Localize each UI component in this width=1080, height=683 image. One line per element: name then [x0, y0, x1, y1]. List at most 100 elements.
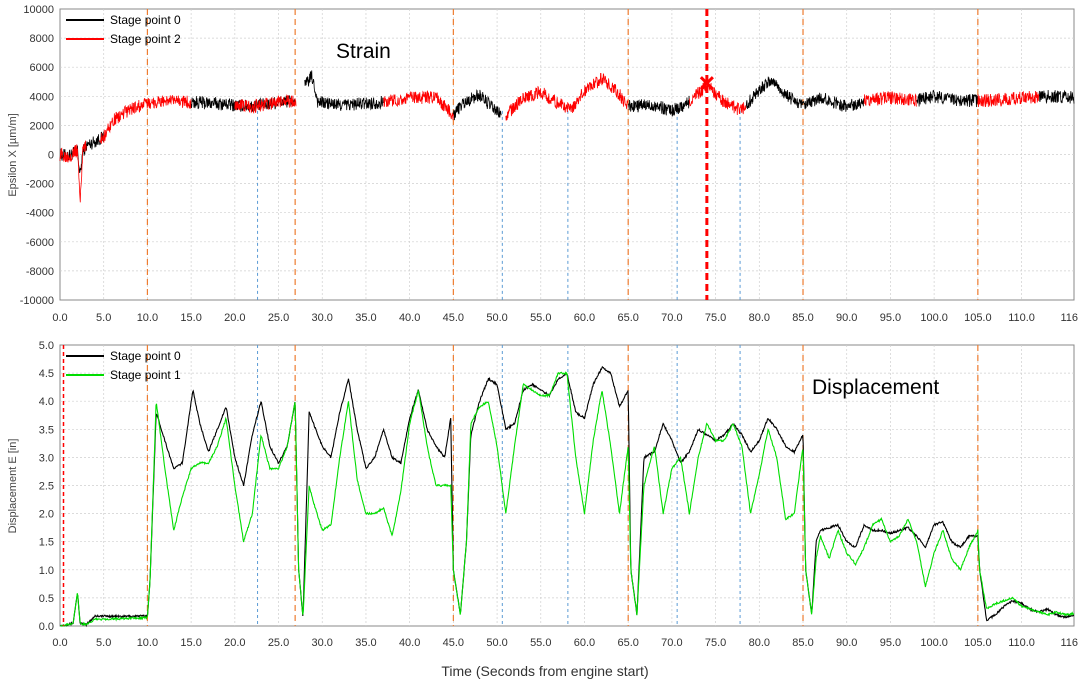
x-tick-label: 45.0 [443, 637, 464, 649]
x-tick-label: 75.0 [705, 312, 726, 324]
series-line-stage-point-2 [863, 90, 917, 107]
x-tick-label: 80.0 [749, 637, 770, 649]
displacement-chart-title: Displacement [812, 376, 939, 399]
strain-annotations [699, 9, 714, 300]
y-tick-label: 1.5 [39, 537, 54, 549]
strain-gridlines [60, 9, 1074, 300]
x-tick-label: 35.0 [355, 637, 376, 649]
x-tick-label: 40.0 [399, 637, 420, 649]
displacement-x-tick-labels: 0.0 5.0 10.0 15.0 20.0 25.0 30.0 35.0 40.0 45.0 50… [52, 637, 1078, 649]
series-line-stage-point-0 [627, 95, 690, 117]
y-tick-label: 1.0 [39, 565, 54, 577]
x-tick-label: 70.0 [661, 637, 682, 649]
x-tick-label: 105.0 [964, 312, 992, 324]
x-tick-label: 20.0 [224, 637, 245, 649]
displacement-y-tick-labels: 5.0 4.5 4.0 3.5 3.0 2.5 2.0 1.5 1.0 0.5 0.0 [39, 340, 54, 633]
x-tick-label: 5.0 [96, 637, 111, 649]
strain-x-tick-labels: 0.0 5.0 10.0 15.0 20.0 25.0 30.0 35.0 40.0 45.0 50… [52, 312, 1078, 324]
x-tick-label: 110.0 [1008, 637, 1035, 649]
x-axis-label: Time (Seconds from engine start) [441, 663, 648, 679]
strain-event-markers [146, 9, 979, 300]
series-line-stage-point-0 [452, 89, 502, 121]
y-tick-label: 2.5 [39, 481, 54, 493]
series-line-stage-point-2 [99, 95, 192, 144]
displacement-legend: Stage point 0 Stage point 1 [66, 349, 181, 382]
y-tick-label: 6000 [30, 62, 54, 74]
y-tick-label: -4000 [26, 208, 54, 220]
strain-series-lines [59, 70, 1075, 203]
x-tick-label: 0.0 [52, 637, 67, 649]
x-tick-label: 5.0 [96, 312, 111, 324]
x-tick-label: 105.0 [964, 637, 992, 649]
series-line-stage-point-0 [745, 76, 865, 112]
strain-chart-title: Strain [336, 40, 391, 63]
strain-panel: 10000 8000 6000 4000 2000 0 -2000 -4000 -6000 -80… [7, 4, 1078, 324]
y-tick-label: 8000 [30, 33, 54, 45]
y-tick-label: 3.0 [39, 452, 54, 464]
strain-legend: Stage point 0 Stage point 2 [66, 13, 181, 46]
y-tick-label: -8000 [26, 266, 54, 278]
y-tick-label: 0.0 [39, 621, 54, 633]
displacement-y-axis-label: Displacement E [in] [7, 439, 19, 534]
series-line-stage-point-2 [383, 90, 454, 121]
strain-y-tick-labels: 10000 8000 6000 4000 2000 0 -2000 -4000 -6000 -80… [20, 4, 54, 307]
x-tick-label: 116 [1060, 312, 1078, 324]
displacement-gridlines [60, 345, 1074, 626]
displacement-panel: 5.04.54.03.53.02.52.01.51.00.50.0 0.0 5.0… [7, 340, 1078, 649]
x-tick-label: 15.0 [180, 312, 201, 324]
y-tick-label: 5.0 [39, 340, 54, 352]
x-tick-label: 50.0 [486, 312, 507, 324]
x-tick-label: 90.0 [836, 312, 857, 324]
x-tick-label: 100.0 [920, 312, 948, 324]
displacement-series-lines [60, 365, 1075, 628]
x-tick-label: 25.0 [268, 637, 289, 649]
strain-y-axis-label: Epsilon X [µm/m] [7, 113, 19, 196]
x-tick-label: 90.0 [836, 637, 857, 649]
x-tick-label: 65.0 [617, 637, 638, 649]
x-tick-label: 55.0 [530, 637, 551, 649]
y-tick-label: 4.0 [39, 396, 54, 408]
series-line-stage-point-2 [688, 78, 747, 116]
y-tick-label: 10000 [23, 4, 54, 16]
x-tick-label: 80.0 [749, 312, 770, 324]
x-tick-label: 75.0 [705, 637, 726, 649]
x-tick-label: 50.0 [486, 637, 507, 649]
y-tick-label: -6000 [26, 237, 54, 249]
x-tick-label: 25.0 [268, 312, 289, 324]
y-tick-label: -2000 [26, 179, 54, 191]
x-tick-label: 95.0 [880, 312, 901, 324]
x-tick-label: 45.0 [443, 312, 464, 324]
y-tick-label: 2000 [30, 120, 54, 132]
x-tick-label: 70.0 [661, 312, 682, 324]
legend-entry-label: Stage point 1 [110, 368, 181, 382]
y-tick-label: 3.5 [39, 424, 54, 436]
y-tick-label: 2.0 [39, 509, 54, 521]
x-tick-label: 100.0 [920, 637, 948, 649]
legend-entry-label: Stage point 2 [110, 32, 181, 46]
series-line-stage-point-1 [60, 371, 1075, 627]
series-line-stage-point-0 [304, 70, 384, 111]
legend-entry-label: Stage point 0 [110, 349, 181, 363]
x-tick-label: 65.0 [617, 312, 638, 324]
x-tick-label: 30.0 [312, 312, 333, 324]
x-tick-label: 20.0 [224, 312, 245, 324]
x-tick-label: 55.0 [530, 312, 551, 324]
x-tick-label: 60.0 [574, 312, 595, 324]
x-tick-label: 35.0 [355, 312, 376, 324]
x-tick-label: 85.0 [792, 637, 813, 649]
x-tick-label: 116 [1060, 637, 1078, 649]
x-tick-label: 110.0 [1008, 312, 1035, 324]
series-line-stage-point-0 [916, 89, 979, 108]
x-tick-label: 0.0 [52, 312, 67, 324]
x-tick-label: 40.0 [399, 312, 420, 324]
y-tick-label: 0.5 [39, 593, 54, 605]
series-line-stage-point-2 [234, 94, 297, 115]
y-tick-label: 0 [48, 150, 54, 162]
series-line-stage-point-2 [977, 90, 1040, 108]
x-tick-label: 10.0 [137, 312, 158, 324]
x-tick-label: 30.0 [312, 637, 333, 649]
x-tick-label: 85.0 [792, 312, 813, 324]
x-tick-label: 95.0 [880, 637, 901, 649]
y-tick-label: -10000 [20, 295, 54, 307]
